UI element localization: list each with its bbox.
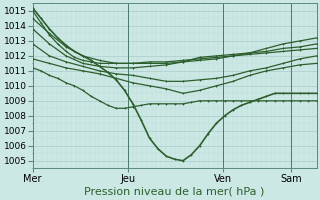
X-axis label: Pression niveau de la mer( hPa ): Pression niveau de la mer( hPa )	[84, 187, 265, 197]
